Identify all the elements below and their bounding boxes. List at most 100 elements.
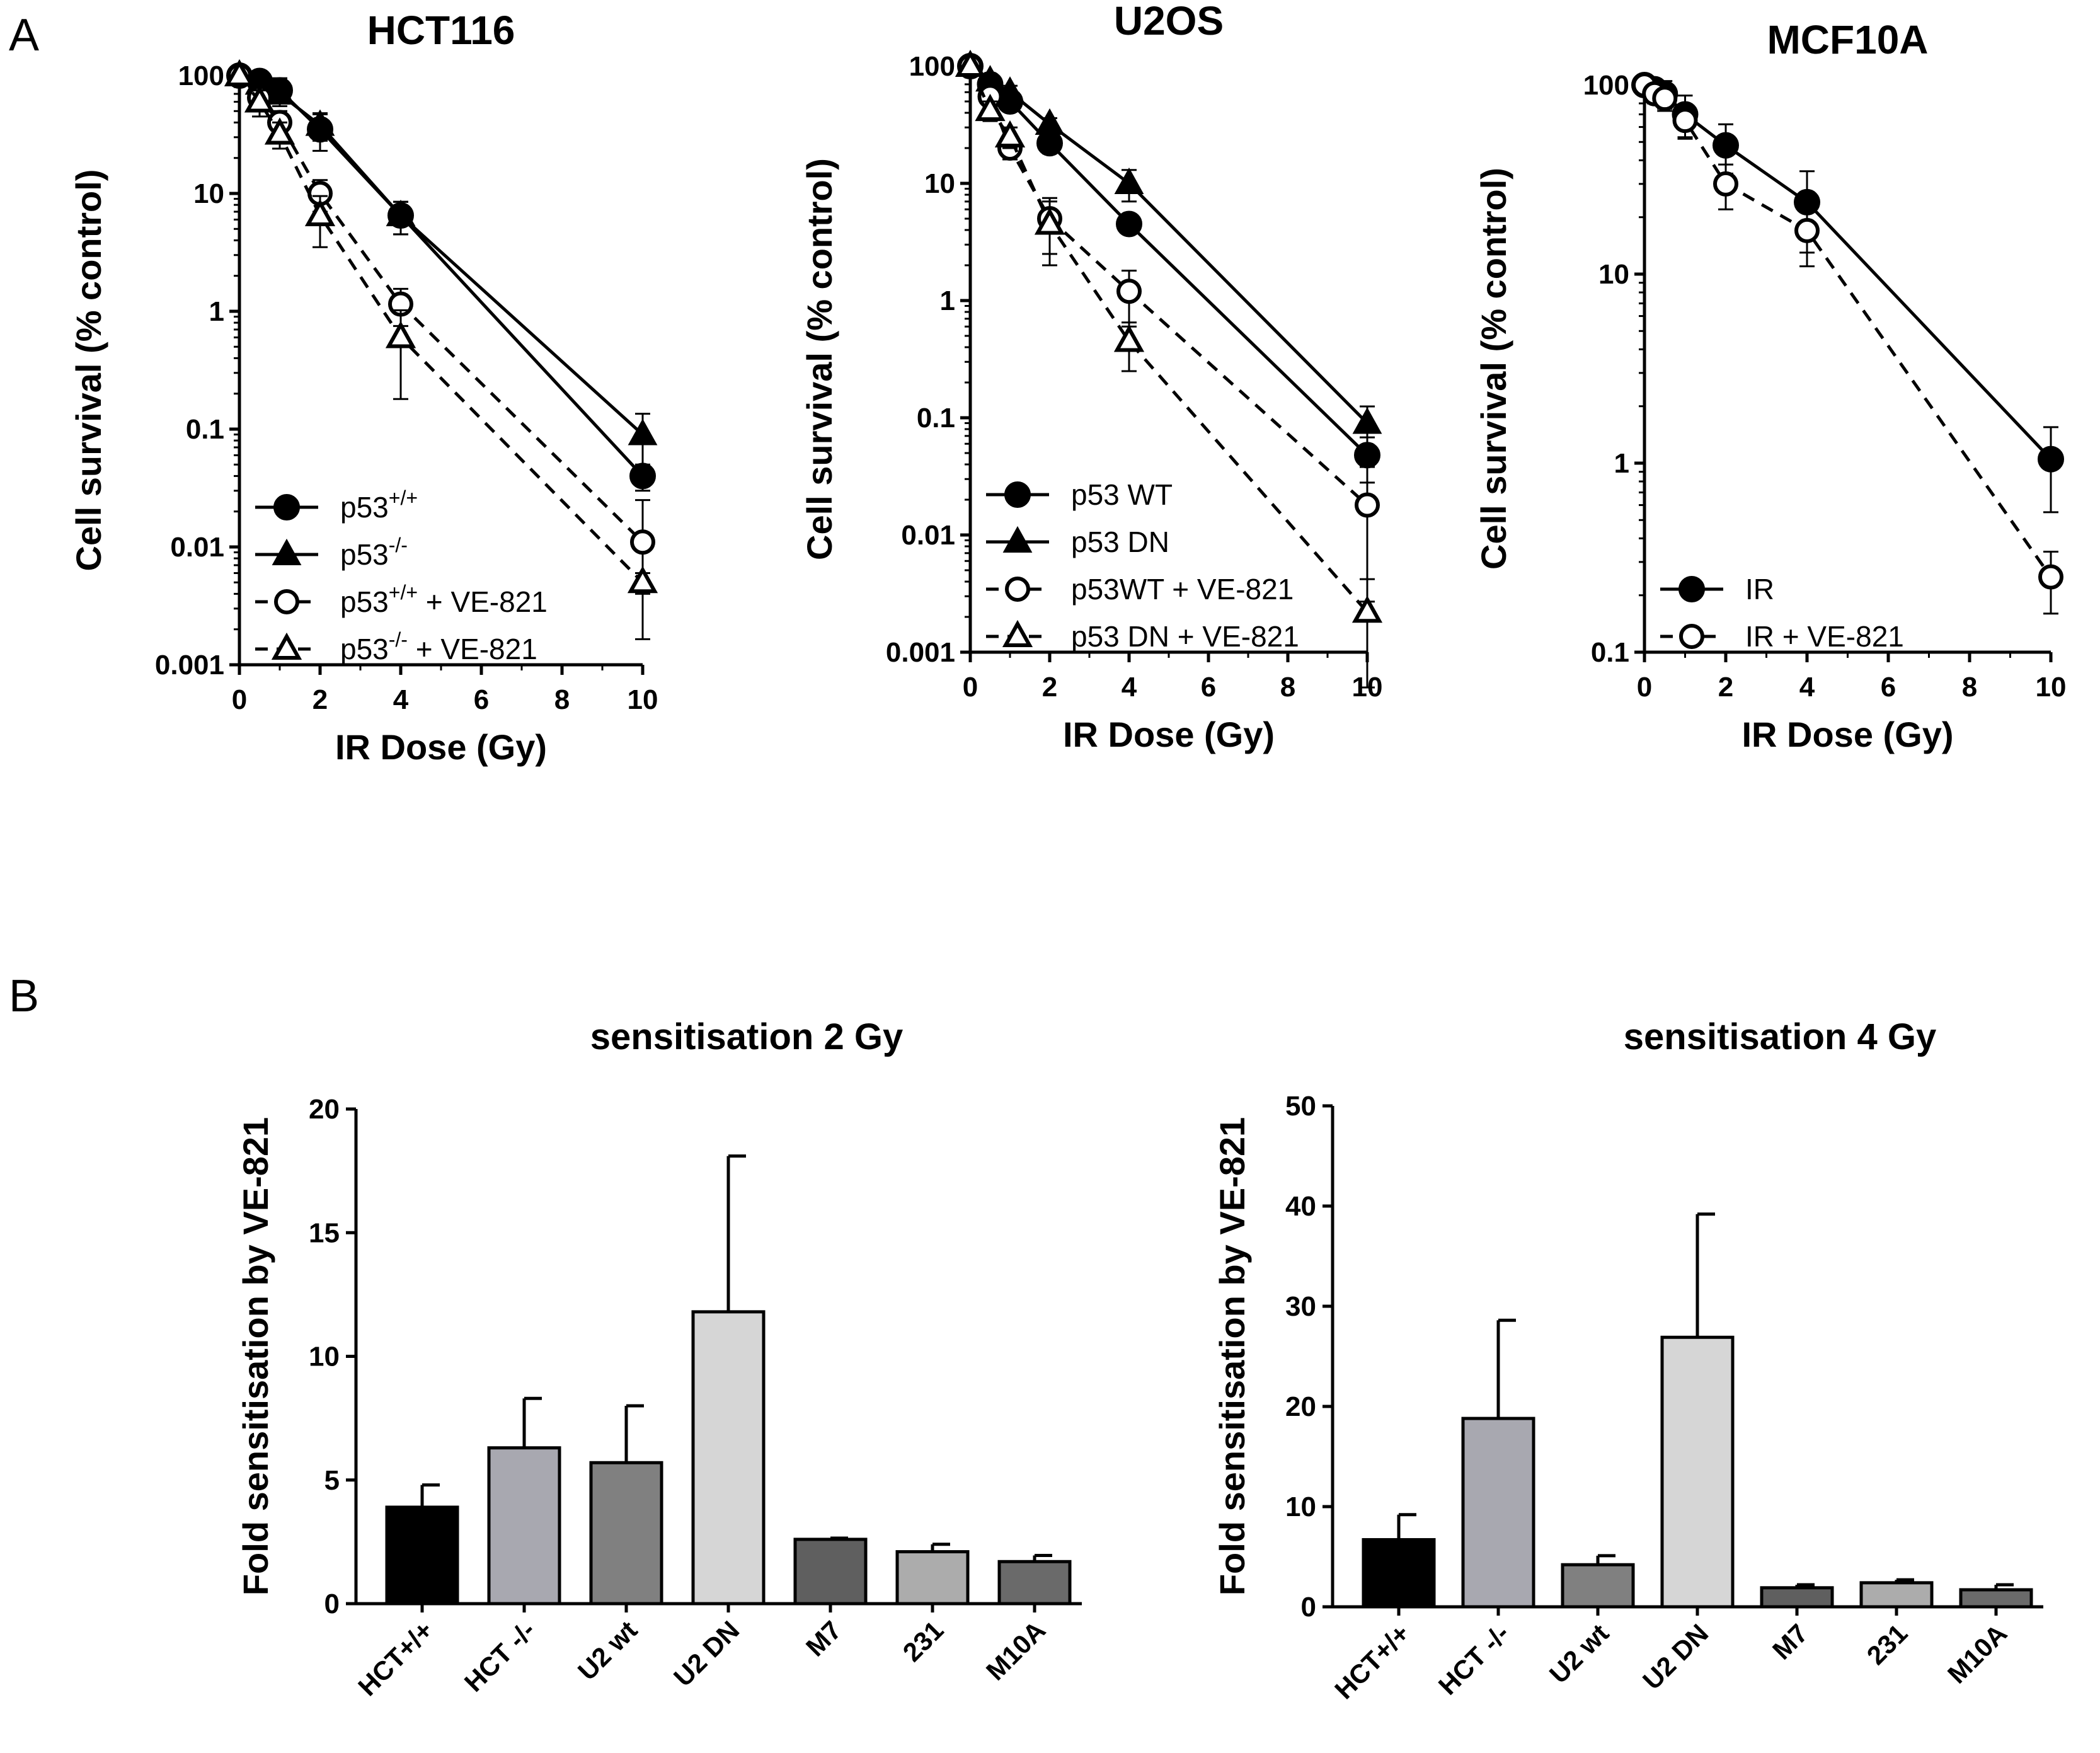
- data-point: [1713, 171, 1738, 197]
- data-point: [386, 199, 416, 226]
- legend-label: p53 DN + VE-821: [1071, 620, 1299, 653]
- y-axis-label: Fold sensitisation by VE-821: [1212, 1117, 1252, 1595]
- y-tick-label: 0: [324, 1589, 340, 1619]
- series-0: [957, 53, 1380, 484]
- survival-chart-hct116: HCT116 0.001 0.01 0.1 1 10 100 0 2 4 6 8 10 IR Dose (…: [69, 8, 658, 767]
- chart-title: MCF10A: [1767, 17, 1928, 62]
- chart-title: HCT116: [367, 8, 515, 53]
- bar-3: [691, 1310, 766, 1606]
- category-label: HCT+/+: [1329, 1618, 1415, 1704]
- legend-label-sup: -/-: [389, 534, 408, 556]
- series-1: [224, 59, 658, 471]
- x-tick-label: 10: [2036, 672, 2067, 703]
- legend-label-suffix: + VE-821: [418, 585, 548, 618]
- data-point: [1036, 130, 1063, 157]
- y-tick-label: 5: [324, 1465, 340, 1496]
- series-0: [226, 62, 656, 492]
- bar-2: [589, 1461, 663, 1606]
- legend-marker: [1005, 577, 1030, 602]
- data-point: [304, 198, 336, 226]
- y-tick-label: 20: [1285, 1391, 1316, 1422]
- bar-5: [1859, 1581, 1934, 1609]
- x-axis-label: IR Dose (Gy): [1063, 715, 1275, 754]
- data-point: [1794, 217, 1820, 243]
- bar-6: [997, 1560, 1072, 1606]
- legend-marker: [1004, 481, 1031, 508]
- category-label: U2 wt: [572, 1615, 643, 1686]
- x-tick-label: 0: [963, 672, 978, 703]
- legend-label: IR + VE-821: [1745, 620, 1904, 653]
- data-point: [627, 566, 658, 594]
- x-tick-label: 6: [1881, 672, 1896, 703]
- data-point: [265, 78, 295, 105]
- y-tick-label: 0.01: [901, 520, 955, 551]
- legend-label-base: IR: [1745, 573, 1774, 606]
- series-line: [969, 65, 1368, 457]
- x-tick-label: 2: [1042, 672, 1057, 703]
- data-point: [1672, 108, 1698, 134]
- data-point: [1355, 492, 1380, 518]
- y-tick-label: 100: [909, 51, 955, 82]
- x-tick-label: 8: [554, 684, 570, 715]
- data-point: [1034, 207, 1065, 235]
- data-point: [1652, 86, 1678, 112]
- legend-label-base: IR + VE-821: [1745, 620, 1904, 653]
- legend-label: p53+/+: [340, 486, 418, 524]
- data-point: [2038, 564, 2063, 590]
- data-point: [224, 59, 255, 86]
- data-point: [1035, 108, 1065, 135]
- y-tick-label: 0.1: [186, 414, 224, 445]
- data-point: [628, 418, 658, 445]
- series-line: [238, 74, 644, 544]
- series-line: [969, 64, 1368, 425]
- legend-label-sup: +/+: [389, 581, 418, 604]
- y-tick-label: 0.001: [155, 650, 224, 681]
- legend-label: p53WT + VE-821: [1071, 573, 1294, 606]
- chart-title: U2OS: [1114, 0, 1224, 43]
- bar-0: [1362, 1537, 1436, 1609]
- series-0: [1631, 72, 2064, 514]
- category-label: HCT -/-: [459, 1615, 541, 1698]
- data-point: [1113, 325, 1145, 352]
- y-tick-label: 0.1: [917, 403, 955, 434]
- category-label: U2 DN: [1637, 1618, 1714, 1695]
- category-label: U2 DN: [668, 1615, 745, 1692]
- legend-marker: [273, 494, 300, 520]
- legend-marker: [1002, 526, 1033, 553]
- y-tick-label: 20: [309, 1094, 340, 1125]
- legend-marker: [271, 632, 302, 660]
- legend-label-base: p53: [340, 633, 389, 665]
- legend-label-base: p53: [340, 585, 389, 618]
- bar-6: [1959, 1588, 2033, 1609]
- y-tick-label: 40: [1285, 1191, 1316, 1222]
- x-tick-label: 2: [1718, 672, 1733, 703]
- y-tick-label: 10: [1598, 259, 1629, 290]
- legend-marker: [272, 538, 302, 565]
- y-axis-label: Cell survival (% control): [69, 170, 108, 572]
- y-axis-label: Cell survival (% control): [1474, 168, 1513, 570]
- series-line: [968, 65, 1368, 507]
- y-axis-label: Fold sensitisation by VE-821: [236, 1117, 275, 1595]
- series-line: [968, 65, 1368, 613]
- series-1: [955, 50, 1382, 449]
- y-axis-label: Cell survival (% control): [800, 158, 839, 560]
- data-point: [995, 76, 1025, 103]
- y-tick-label: 0.1: [1591, 637, 1629, 668]
- data-point: [1116, 279, 1142, 304]
- x-tick-label: 6: [474, 684, 489, 715]
- series-line: [239, 74, 644, 436]
- legend-label-base: p53: [340, 538, 389, 571]
- x-tick-label: 8: [1962, 672, 1977, 703]
- x-tick-label: 0: [232, 684, 247, 715]
- bar-3: [1660, 1335, 1735, 1609]
- series-line: [239, 74, 644, 478]
- category-label: M10A: [980, 1615, 1051, 1686]
- y-tick-label: 30: [1285, 1291, 1316, 1322]
- panel-label-b: B: [9, 971, 39, 1021]
- category-label: 231: [897, 1615, 950, 1667]
- series-2: [958, 54, 1380, 603]
- series-line: [1644, 83, 2052, 461]
- legend-marker: [274, 589, 299, 614]
